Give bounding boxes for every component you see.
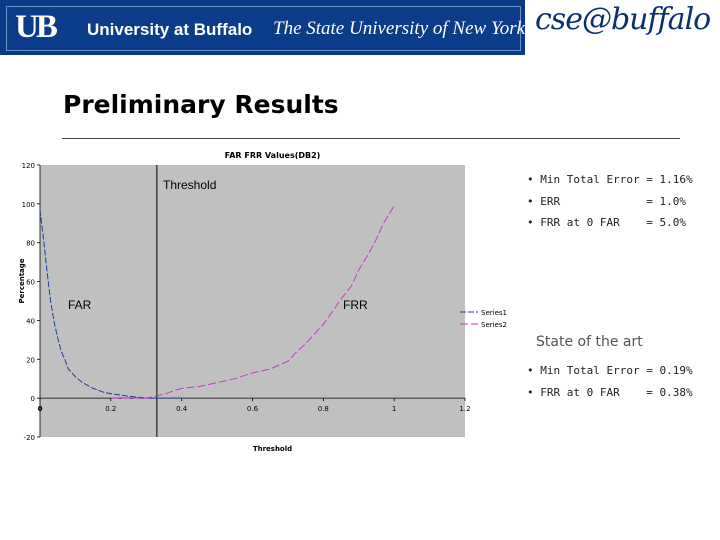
university-subtitle: The State University of New York [273,18,526,39]
sota-min-total-error: • Min Total Error = 0.19% [527,364,693,377]
x-tick-label-3: 0.6 [247,405,259,413]
series-1-line [39,209,182,399]
x-axis-label: Threshold [253,445,292,453]
y-tick-label-6: 100 [22,201,35,209]
result-min-total-error: • Min Total Error = 1.16% [527,173,693,186]
series-2-line [110,205,395,399]
state-of-art-heading: State of the art [536,334,643,350]
y-tick-label-4: 60 [26,279,35,287]
y-tick-label-7: 120 [22,162,35,170]
far-frr-chart: FAR FRR Values(DB2)-2002040608010012000.… [18,151,507,453]
ub-banner: UB University at Buffalo The State Unive… [0,0,525,55]
y-tick-label-2: 20 [26,356,35,364]
title-divider [62,138,680,139]
sota-frr-at-zero-far: • FRR at 0 FAR = 0.38% [527,386,693,399]
result-err: • ERR = 1.0% [527,195,686,208]
frr-annotation: FRR [343,298,368,312]
x-tick-label-4: 0.8 [318,405,329,413]
chart-title: FAR FRR Values(DB2) [225,151,321,160]
plot-area [40,165,465,437]
x-tick-label-2: 0.4 [176,405,188,413]
y-axis-label: Percentage [18,258,26,303]
x-tick-label-6: 1.2 [459,405,470,413]
far-annotation: FAR [68,298,92,312]
x-tick-label-5: 1 [392,405,396,413]
ub-banner-frame: UB University at Buffalo The State Unive… [6,6,525,51]
ub-logo: UB [15,9,58,45]
y-tick-label-3: 40 [26,317,35,325]
header-banner: UB University at Buffalo The State Unive… [0,0,720,55]
cse-logo: cse@buffalo [535,2,711,37]
slide-title: Preliminary Results [63,90,339,119]
university-name: University at Buffalo [87,20,253,39]
legend-label-1: Series1 [481,309,507,317]
threshold-annotation: Threshold [163,178,216,192]
legend-label-2: Series2 [481,321,507,329]
y-tick-label-0: -20 [24,434,35,442]
x-tick-label-1: 0.2 [105,405,116,413]
result-frr-at-zero-far: • FRR at 0 FAR = 5.0% [527,216,686,229]
y-tick-label-5: 80 [26,240,35,248]
y-tick-label-1: 0 [31,395,35,403]
